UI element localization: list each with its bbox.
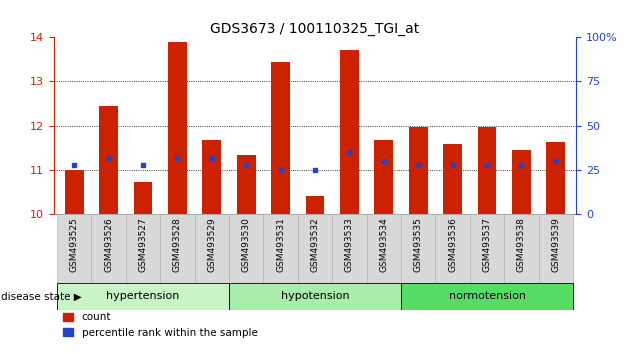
FancyBboxPatch shape [332,214,367,283]
Text: GSM493536: GSM493536 [448,218,457,273]
Bar [478,127,496,214]
Bar [512,150,531,214]
Text: GSM493538: GSM493538 [517,218,526,273]
FancyBboxPatch shape [470,214,504,283]
Bar [99,106,118,214]
FancyBboxPatch shape [91,214,126,283]
Legend: count, percentile rank within the sample: count, percentile rank within the sample [59,308,261,342]
Bar [409,127,428,214]
Text: disease state ▶: disease state ▶ [1,291,81,302]
Bar [134,182,152,214]
Text: GSM493525: GSM493525 [70,218,79,272]
FancyBboxPatch shape [229,283,401,310]
Bar [65,170,84,214]
FancyBboxPatch shape [435,214,470,283]
FancyBboxPatch shape [367,214,401,283]
Bar [202,140,221,214]
Text: GSM493529: GSM493529 [207,218,216,272]
FancyBboxPatch shape [57,214,91,283]
Title: GDS3673 / 100110325_TGI_at: GDS3673 / 100110325_TGI_at [210,22,420,36]
FancyBboxPatch shape [401,214,435,283]
FancyBboxPatch shape [57,283,229,310]
FancyBboxPatch shape [298,214,332,283]
Text: GSM493539: GSM493539 [551,218,560,273]
FancyBboxPatch shape [195,214,229,283]
FancyBboxPatch shape [160,214,195,283]
FancyBboxPatch shape [401,283,573,310]
FancyBboxPatch shape [504,214,539,283]
Bar [168,42,187,214]
Text: GSM493526: GSM493526 [104,218,113,272]
Bar [237,155,256,214]
Text: GSM493537: GSM493537 [483,218,491,273]
Text: GSM493527: GSM493527 [139,218,147,272]
FancyBboxPatch shape [539,214,573,283]
Text: GSM493533: GSM493533 [345,218,354,273]
Bar [374,140,393,214]
FancyBboxPatch shape [126,214,160,283]
Bar [306,196,324,214]
Bar [546,143,565,214]
Bar [340,50,359,214]
FancyBboxPatch shape [229,214,263,283]
Text: GSM493528: GSM493528 [173,218,182,272]
Text: GSM493530: GSM493530 [242,218,251,273]
Text: GSM493534: GSM493534 [379,218,388,272]
Text: GSM493535: GSM493535 [414,218,423,273]
Text: hypotension: hypotension [281,291,349,302]
FancyBboxPatch shape [263,214,298,283]
Text: normotension: normotension [449,291,525,302]
Bar [443,144,462,214]
Text: GSM493531: GSM493531 [276,218,285,273]
Bar [271,62,290,214]
Text: hypertension: hypertension [106,291,180,302]
Text: GSM493532: GSM493532 [311,218,319,272]
